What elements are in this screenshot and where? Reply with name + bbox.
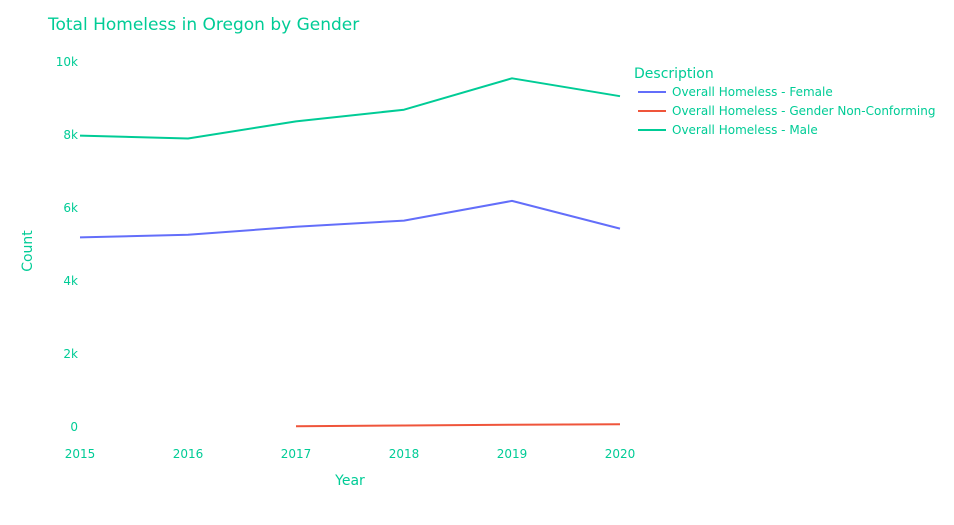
y-axis-title: Count: [20, 230, 36, 272]
y-tick-label: 4k: [63, 274, 78, 288]
legend-label: Overall Homeless - Gender Non-Conforming: [672, 104, 935, 118]
legend-item[interactable]: Overall Homeless - Female: [638, 85, 833, 99]
x-tick-label: 2018: [389, 447, 420, 461]
legend-label: Overall Homeless - Male: [672, 123, 818, 137]
x-axis-ticks: 2015 2016 2017 2018 2019 2020: [65, 447, 636, 461]
legend[interactable]: Description Overall Homeless - FemaleOve…: [634, 66, 935, 137]
y-tick-label: 6k: [63, 201, 78, 215]
legend-item[interactable]: Overall Homeless - Male: [638, 123, 818, 137]
chart-title: Total Homeless in Oregon by Gender: [47, 15, 359, 35]
legend-items[interactable]: Overall Homeless - Female Overall Homeles…: [638, 85, 935, 137]
y-axis-ticks: 0 2k 4k 6k 8k 10k: [56, 55, 78, 434]
x-tick-label: 2016: [173, 447, 204, 461]
y-tick-label: 8k: [63, 128, 78, 142]
y-tick-label: 2k: [63, 347, 78, 361]
legend-item[interactable]: Overall Homeless - Gender Non-Conforming: [638, 104, 935, 118]
series-line-1[interactable]: [295, 423, 621, 428]
x-tick-label: 2015: [65, 447, 96, 461]
legend-title: Description: [634, 66, 714, 82]
x-axis-title: Year: [334, 473, 365, 489]
y-tick-label: 0: [70, 420, 78, 434]
x-tick-label: 2019: [497, 447, 528, 461]
series-line-0[interactable]: [79, 199, 621, 239]
plot-area: [79, 77, 621, 428]
legend-label: Overall Homeless - Female: [672, 85, 833, 99]
y-tick-label: 10k: [56, 55, 78, 69]
x-tick-label: 2020: [605, 447, 636, 461]
x-tick-label: 2017: [281, 447, 312, 461]
series-line-2[interactable]: [79, 77, 621, 140]
